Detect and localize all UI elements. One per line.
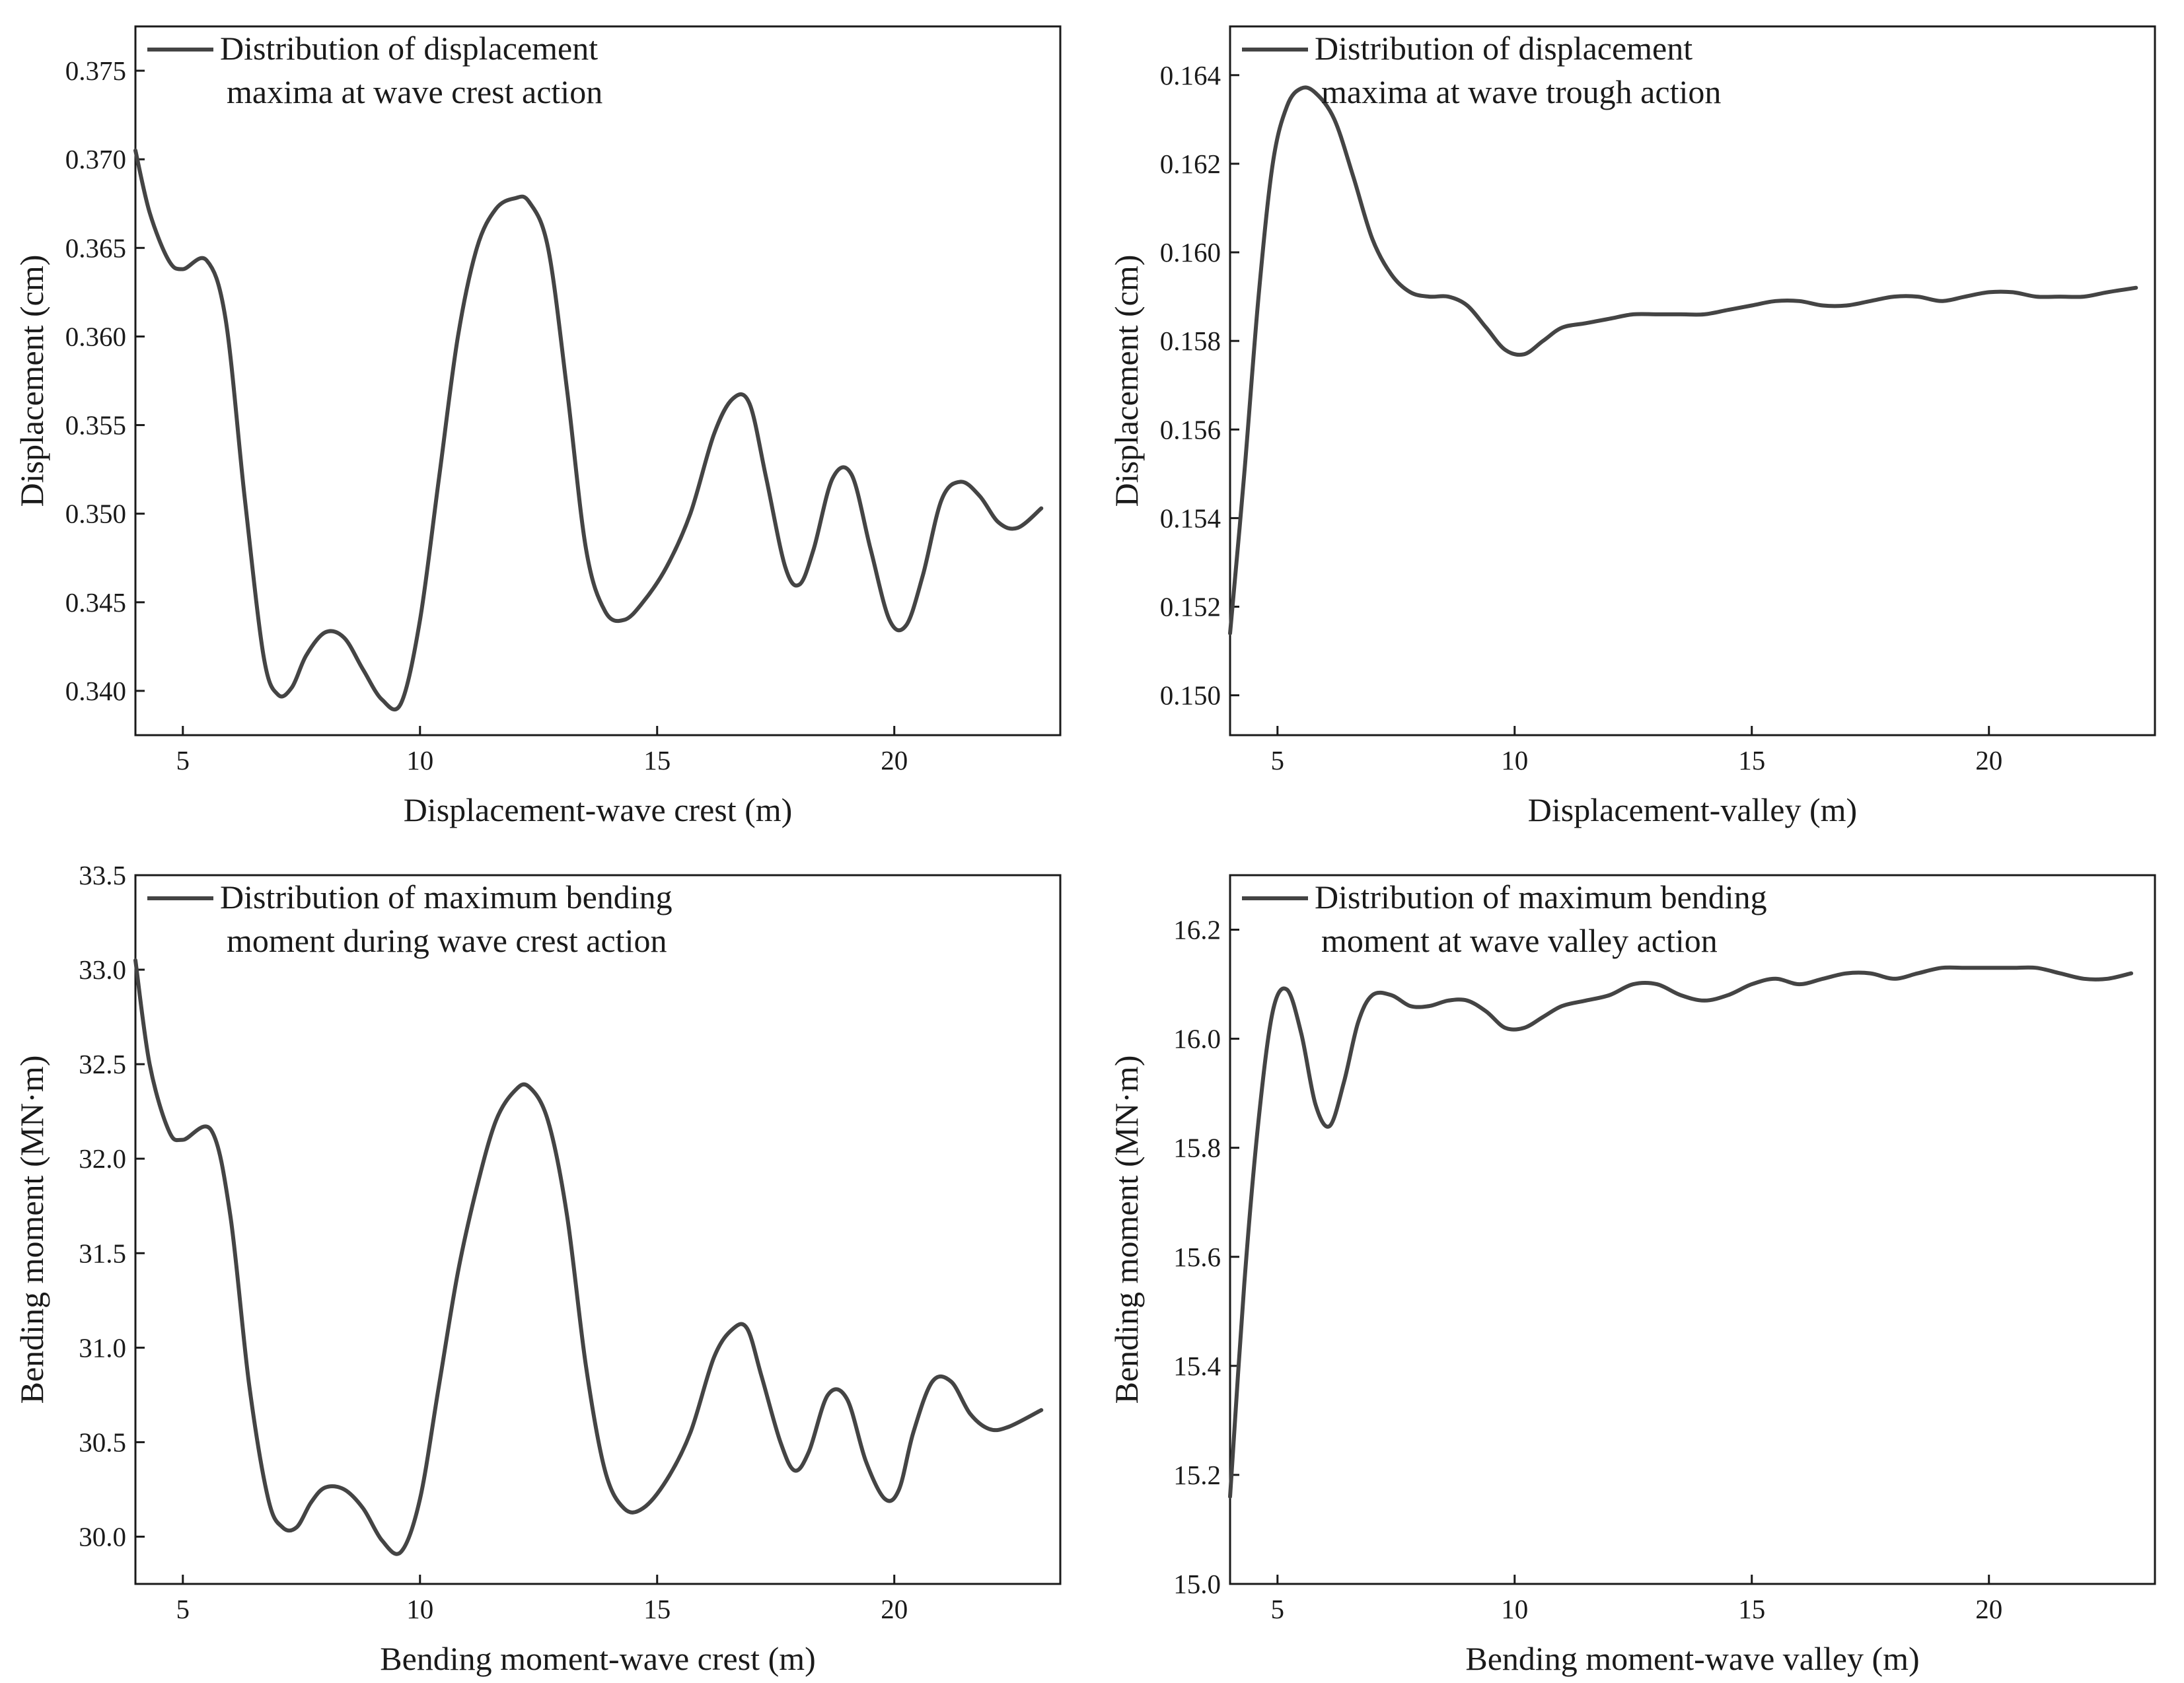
y-tick-label: 0.355	[65, 410, 126, 441]
x-tick-label: 5	[176, 1594, 190, 1624]
y-tick-label: 16.0	[1173, 1024, 1221, 1054]
y-axis-label: Displacement (cm)	[1108, 255, 1145, 507]
y-tick-label: 0.152	[1160, 592, 1221, 622]
x-tick-label: 20	[881, 1594, 908, 1624]
x-tick-label: 15	[1738, 1594, 1765, 1624]
y-tick-label: 33.0	[79, 954, 126, 985]
chart-panel-1: 5 10 15 20 0.340 0.345 0.350 0.355 0.360 0.365 0.3…	[13, 25, 1062, 828]
y-axis-label: Displacement (cm)	[13, 255, 50, 507]
legend-label: maxima at wave trough action	[1321, 73, 1721, 110]
y-tick-label: 15.2	[1173, 1460, 1221, 1490]
legend-label: Distribution of displacement	[1315, 30, 1693, 67]
x-tick-label: 5	[1271, 1594, 1285, 1624]
y-tick-label: 0.160	[1160, 237, 1221, 268]
y-tick-label: 15.4	[1173, 1351, 1221, 1381]
legend-label: Distribution of maximum bending	[1315, 878, 1767, 915]
series-line	[133, 148, 1044, 712]
series-line	[133, 958, 1044, 1556]
x-tick-label: 10	[406, 745, 433, 775]
x-tick-label: 10	[1501, 745, 1528, 775]
plot-frame	[134, 25, 1062, 736]
y-tick-label: 0.345	[65, 587, 126, 618]
y-tick-label: 15.8	[1173, 1133, 1221, 1163]
series-line	[1228, 965, 2134, 1499]
x-axis-label: Bending moment-wave crest (m)	[380, 1640, 816, 1677]
y-tick-label: 0.340	[65, 676, 126, 706]
x-tick-label: 5	[1271, 745, 1285, 775]
legend-label: Distribution of displacement	[220, 30, 598, 67]
y-tick-label: 0.375	[65, 55, 126, 86]
y-tick-label: 31.0	[79, 1332, 126, 1363]
chart-panel-4: 5 10 15 20 15.0 15.2 15.4 15.6 15.8 16.0 16.2 Bendi…	[1108, 874, 2156, 1677]
y-tick-label: 0.350	[65, 499, 126, 529]
y-tick-label: 0.360	[65, 321, 126, 351]
x-axis-label: Displacement-wave crest (m)	[404, 791, 793, 828]
x-tick-label: 20	[881, 745, 908, 775]
plot-frame	[134, 874, 1062, 1585]
x-tick-label: 15	[1738, 745, 1765, 775]
x-tick-label: 15	[643, 745, 671, 775]
y-tick-label: 0.154	[1160, 503, 1221, 533]
chart-panel-2: 5 10 15 20 0.150 0.152 0.154 0.156 0.158 0.160 0.1…	[1108, 25, 2156, 828]
plot-frame	[1229, 25, 2156, 736]
y-tick-label: 15.0	[1173, 1569, 1221, 1599]
x-axis-label: Displacement-valley (m)	[1528, 791, 1857, 828]
y-tick-label: 0.158	[1160, 326, 1221, 356]
x-tick-label: 10	[406, 1594, 433, 1624]
plot-frame	[1229, 874, 2156, 1585]
x-tick-label: 10	[1501, 1594, 1528, 1624]
y-tick-label: 16.2	[1173, 915, 1221, 945]
y-tick-label: 30.0	[79, 1521, 126, 1552]
legend-label: Distribution of maximum bending	[220, 878, 673, 915]
y-axis-label: Bending moment (MN·m)	[1108, 1056, 1145, 1404]
x-tick-label: 20	[1975, 1594, 2002, 1624]
y-tick-label: 15.6	[1173, 1242, 1221, 1272]
y-tick-label: 0.162	[1160, 149, 1221, 179]
x-tick-label: 5	[176, 745, 190, 775]
x-tick-label: 15	[643, 1594, 671, 1624]
x-tick-label: 20	[1975, 745, 2002, 775]
y-tick-label: 0.164	[1160, 60, 1221, 90]
y-axis-label: Bending moment (MN·m)	[13, 1056, 50, 1404]
legend-label: moment during wave crest action	[227, 922, 667, 959]
y-tick-label: 0.370	[65, 144, 126, 174]
y-tick-label: 31.5	[79, 1238, 126, 1268]
y-tick-label: 33.5	[79, 860, 126, 890]
y-tick-label: 32.0	[79, 1143, 126, 1174]
legend-label: moment at wave valley action	[1321, 922, 1718, 959]
y-tick-label: 0.156	[1160, 414, 1221, 445]
y-tick-label: 0.365	[65, 233, 126, 263]
y-tick-label: 30.5	[79, 1427, 126, 1457]
series-line	[1228, 85, 2138, 635]
chart-panel-3: 5 10 15 20 30.0 30.5 31.0 31.5 32.0 32.5 33.0 33.5 B…	[13, 860, 1062, 1677]
y-tick-label: 0.150	[1160, 680, 1221, 711]
legend-label: maxima at wave crest action	[227, 73, 602, 110]
y-tick-label: 32.5	[79, 1049, 126, 1079]
x-axis-label: Bending moment-wave valley (m)	[1465, 1640, 1919, 1677]
